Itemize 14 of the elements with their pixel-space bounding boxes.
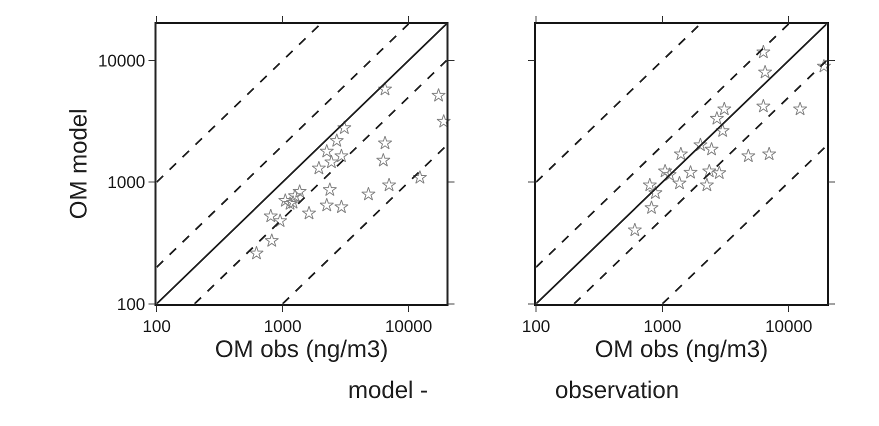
x-tick-label: 10000 [765,317,812,336]
x-tick-label: 1000 [643,317,682,336]
x-tick-label: 10000 [384,317,432,336]
x-tick-label: 1000 [264,317,302,336]
y-tick-label: 1000 [107,173,146,192]
y-tick-label: 100 [116,294,146,314]
text: model - [348,377,428,404]
y-tick-label: 10000 [98,51,146,70]
text: observation [555,377,680,404]
x-axis-title: OM obs (ng/m3) [594,336,768,364]
x-tick-label: 100 [522,317,550,336]
x-axis-title: OM obs (ng/m3) [214,336,388,364]
y-axis-title: OM model [66,108,93,220]
x-tick-label: 100 [142,317,171,336]
